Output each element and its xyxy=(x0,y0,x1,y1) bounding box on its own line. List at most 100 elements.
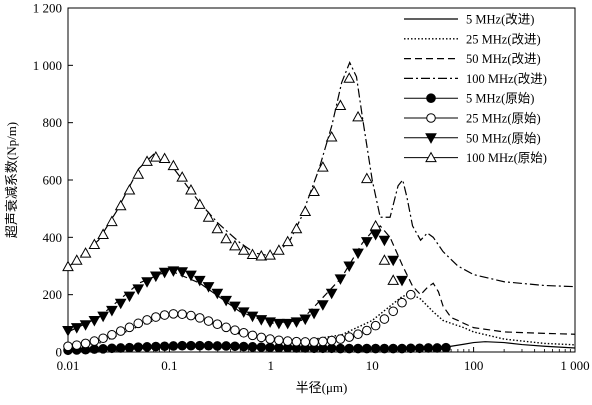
legend-marker xyxy=(425,133,437,144)
data-point xyxy=(432,343,442,353)
x-tick-label: 0.01 xyxy=(57,358,80,373)
data-point xyxy=(290,222,303,234)
data-point xyxy=(229,301,241,313)
data-point xyxy=(106,305,118,317)
data-point xyxy=(362,343,372,354)
data-point xyxy=(246,311,259,323)
legend-item: 25 MHz(改进) xyxy=(404,32,541,46)
data-point xyxy=(246,248,259,260)
data-point xyxy=(176,171,189,182)
data-point xyxy=(397,297,407,308)
y-tick-label: 1 200 xyxy=(33,1,62,16)
series-line xyxy=(67,225,576,335)
data-point xyxy=(264,249,276,260)
data-point xyxy=(193,198,206,209)
data-point xyxy=(396,275,408,287)
data-point xyxy=(237,307,250,318)
data-point xyxy=(107,330,117,340)
legend-marker xyxy=(425,151,437,163)
data-point xyxy=(202,282,215,293)
data-point xyxy=(177,309,187,319)
data-point xyxy=(193,275,206,287)
legend-label: 5 MHz(原始) xyxy=(466,92,534,106)
data-point xyxy=(62,326,74,337)
data-point xyxy=(334,99,347,110)
data-point xyxy=(308,185,320,196)
data-point xyxy=(89,344,100,354)
data-point xyxy=(141,155,153,166)
data-point xyxy=(273,318,285,330)
x-tick-label: 0.1 xyxy=(161,358,177,373)
data-point xyxy=(353,343,363,354)
data-point xyxy=(378,235,391,247)
data-point xyxy=(237,244,250,255)
data-point xyxy=(114,199,127,211)
data-point xyxy=(186,310,196,321)
data-point xyxy=(229,239,241,251)
data-point xyxy=(221,341,231,351)
data-point xyxy=(176,267,189,278)
data-point xyxy=(247,342,258,352)
legend-item: 50 MHz(改进) xyxy=(404,52,541,66)
data-point xyxy=(220,232,232,244)
data-point xyxy=(238,341,249,352)
data-point xyxy=(247,330,258,341)
x-tick-label: 1 xyxy=(268,358,275,373)
data-point xyxy=(299,205,312,217)
data-point xyxy=(151,312,161,322)
x-tick-label: 10 xyxy=(366,358,379,373)
x-tick-label: 1 000 xyxy=(560,358,589,373)
data-point xyxy=(308,308,320,320)
data-point xyxy=(98,333,108,344)
series-8 xyxy=(62,72,400,285)
data-point xyxy=(88,238,101,249)
data-point xyxy=(212,341,223,351)
data-point xyxy=(124,342,135,353)
data-point xyxy=(88,315,101,327)
data-point xyxy=(185,184,197,195)
data-point xyxy=(123,291,136,303)
legend-label: 25 MHz(改进) xyxy=(466,32,541,46)
data-point xyxy=(115,343,126,353)
y-tick-label: 1 000 xyxy=(33,58,62,73)
data-point xyxy=(255,315,268,326)
data-point xyxy=(149,151,162,162)
data-point xyxy=(360,172,373,184)
data-point xyxy=(107,343,117,354)
data-point xyxy=(62,260,74,272)
data-point xyxy=(63,341,73,352)
data-point xyxy=(344,332,355,342)
data-point xyxy=(265,334,275,344)
data-point xyxy=(343,72,356,83)
legend-item: 50 MHz(原始) xyxy=(404,131,541,145)
data-point xyxy=(115,326,126,336)
data-point xyxy=(378,254,391,265)
data-point xyxy=(220,295,232,307)
data-point xyxy=(379,343,390,354)
data-point xyxy=(326,335,337,346)
data-point xyxy=(317,161,329,172)
data-point xyxy=(123,184,136,195)
legend-marker xyxy=(426,93,436,103)
legend-label: 5 MHz(改进) xyxy=(466,13,534,27)
data-point xyxy=(230,325,240,336)
data-point xyxy=(387,274,400,285)
data-point xyxy=(141,277,153,288)
data-point xyxy=(194,313,205,323)
y-tick-label: 400 xyxy=(43,230,63,245)
data-point xyxy=(397,343,407,354)
data-point xyxy=(158,267,171,279)
data-point xyxy=(317,300,329,311)
data-point xyxy=(70,323,83,334)
data-point xyxy=(360,237,373,248)
data-point xyxy=(343,261,356,273)
legend-marker xyxy=(426,113,436,123)
data-point xyxy=(387,255,400,267)
data-point xyxy=(212,319,223,329)
data-point xyxy=(211,288,224,300)
data-point xyxy=(202,211,215,222)
data-point xyxy=(405,289,416,300)
data-point xyxy=(405,343,416,354)
